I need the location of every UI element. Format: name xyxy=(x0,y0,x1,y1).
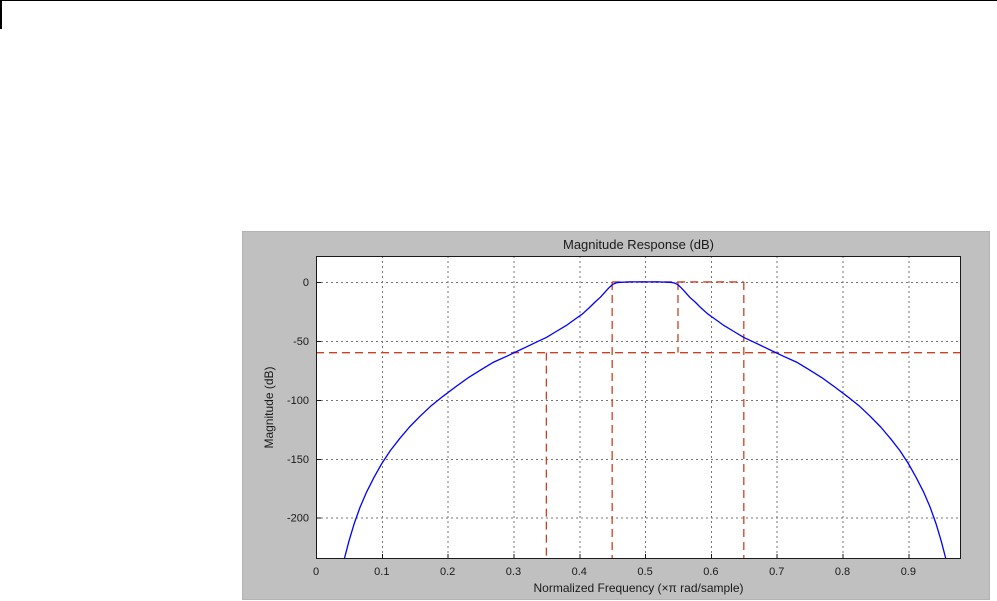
figure-panel: 0 0.1 0.2 0.3 0.4 0.5 0.6 0.7 0.8 0.9 0 -50 -100 -150… xyxy=(242,231,990,600)
x-tick-label: 0.6 xyxy=(703,566,718,578)
plot-title: Magnitude Response (dB) xyxy=(562,237,715,252)
grid-lines xyxy=(316,256,961,559)
y-tick-label: -50 xyxy=(293,336,309,348)
y-tick-label: 0 xyxy=(303,277,309,289)
y-tick-label: -200 xyxy=(287,513,309,525)
y-tick-labels: 0 -50 -100 -150 -200 xyxy=(287,277,309,525)
x-tick-labels: 0 0.1 0.2 0.3 0.4 0.5 0.6 0.7 0.8 0.9 xyxy=(313,566,916,578)
y-axis-label: Magnitude (dB) xyxy=(262,366,276,449)
x-tick-label: 0.9 xyxy=(901,566,916,578)
design-specification-mask xyxy=(316,281,961,559)
axes-box xyxy=(316,256,961,559)
x-tick-label: 0.5 xyxy=(637,566,652,578)
x-tick-label: 0.1 xyxy=(374,566,389,578)
magnitude-response-plot: 0 0.1 0.2 0.3 0.4 0.5 0.6 0.7 0.8 0.9 0 -50 -100 -150… xyxy=(287,256,961,578)
y-tick-label: -150 xyxy=(287,454,309,466)
plot-area-background xyxy=(316,256,961,559)
y-tick-label: -100 xyxy=(287,395,309,407)
x-tick-label: 0.3 xyxy=(506,566,521,578)
tick-marks xyxy=(316,281,910,559)
window-edge-left xyxy=(0,0,2,29)
x-tick-label: 0 xyxy=(313,566,319,578)
x-tick-label: 0.7 xyxy=(769,566,784,578)
magnitude-response xyxy=(343,281,947,560)
window-edge-top xyxy=(0,0,997,1)
x-axis-label: Normalized Frequency (×π rad/sample) xyxy=(533,581,744,595)
x-tick-label: 0.4 xyxy=(572,566,587,578)
x-tick-label: 0.8 xyxy=(835,566,850,578)
x-tick-label: 0.2 xyxy=(440,566,455,578)
